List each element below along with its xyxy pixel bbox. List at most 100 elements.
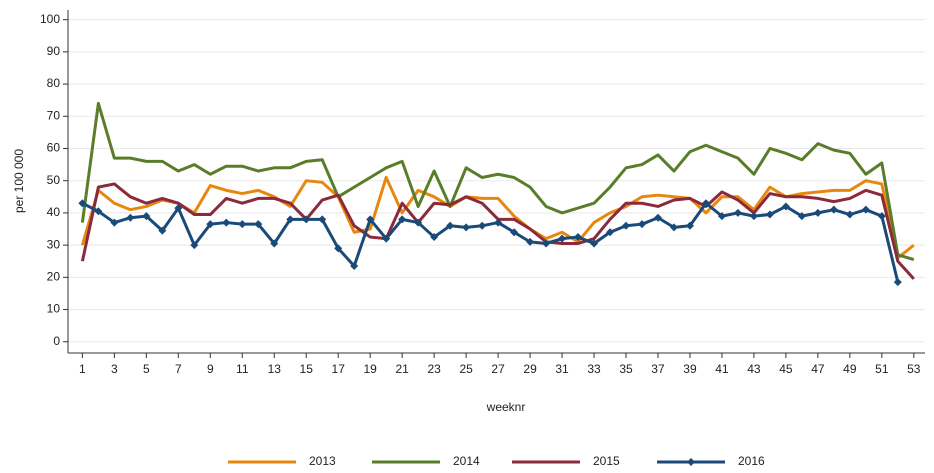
point-marker	[829, 205, 838, 214]
legend-marker	[687, 458, 695, 466]
series-line	[80, 101, 915, 262]
point-marker	[733, 208, 742, 217]
point-marker	[653, 213, 662, 222]
point-marker	[845, 210, 854, 219]
y-tick-label: 100	[40, 12, 60, 26]
x-tick-label: 13	[268, 362, 282, 376]
point-marker	[398, 215, 407, 224]
x-tick-label: 29	[523, 362, 537, 376]
x-tick-label: 1	[79, 362, 86, 376]
point-marker	[574, 233, 583, 242]
y-tick-label: 20	[47, 269, 61, 283]
x-tick-label: 17	[332, 362, 346, 376]
point-marker	[462, 223, 471, 232]
point-marker	[78, 199, 87, 208]
x-tick-label: 35	[619, 362, 633, 376]
point-marker	[590, 239, 599, 248]
point-marker	[797, 212, 806, 221]
x-axis-label: weeknr	[486, 400, 526, 414]
y-axis-label: per 100 000	[12, 149, 26, 213]
point-marker	[701, 199, 710, 208]
point-marker	[206, 220, 215, 229]
point-marker	[318, 215, 327, 224]
point-marker	[685, 221, 694, 230]
y-tick-label: 70	[47, 108, 61, 122]
x-tick-label: 37	[651, 362, 665, 376]
point-marker	[669, 223, 678, 232]
point-marker	[222, 218, 231, 227]
point-marker	[142, 212, 151, 221]
legend-label: 2016	[738, 454, 765, 468]
y-tick-label: 30	[47, 237, 61, 251]
x-tick-label: 7	[175, 362, 182, 376]
x-tick-label: 53	[907, 362, 921, 376]
y-tick-label: 60	[47, 141, 61, 155]
point-marker	[446, 221, 455, 230]
x-tick-label: 11	[236, 362, 249, 376]
point-marker	[717, 212, 726, 221]
y-tick-label: 10	[47, 302, 61, 316]
y-tick-label: 50	[47, 173, 61, 187]
point-marker	[606, 228, 615, 237]
point-marker	[893, 278, 902, 287]
point-marker	[174, 204, 183, 213]
x-tick-label: 15	[300, 362, 314, 376]
point-marker	[334, 244, 343, 253]
point-marker	[286, 215, 295, 224]
x-tick-label: 19	[364, 362, 378, 376]
point-marker	[302, 215, 311, 224]
x-tick-label: 25	[459, 362, 473, 376]
x-tick-label: 49	[843, 362, 857, 376]
x-tick-label: 3	[111, 362, 118, 376]
x-tick-label: 47	[811, 362, 825, 376]
x-tick-label: 39	[683, 362, 697, 376]
x-tick-label: 51	[875, 362, 889, 376]
point-marker	[861, 205, 870, 214]
point-marker	[238, 220, 247, 229]
point-marker	[637, 220, 646, 229]
point-marker	[877, 212, 886, 221]
point-marker	[94, 207, 103, 216]
point-marker	[781, 202, 790, 211]
series-line	[81, 201, 900, 283]
point-marker	[270, 239, 279, 248]
x-tick-label: 23	[427, 362, 441, 376]
point-marker	[350, 262, 359, 271]
point-marker	[158, 226, 167, 235]
point-marker	[765, 210, 774, 219]
point-marker	[190, 241, 199, 250]
point-marker	[510, 228, 519, 237]
point-marker	[110, 218, 119, 227]
point-marker	[749, 212, 758, 221]
x-tick-label: 31	[555, 362, 569, 376]
y-tick-label: 40	[47, 205, 61, 219]
point-marker	[558, 234, 567, 243]
y-tick-label: 90	[47, 44, 61, 58]
point-marker	[414, 218, 423, 227]
point-marker	[430, 233, 439, 242]
point-marker	[366, 215, 375, 224]
x-tick-label: 27	[491, 362, 505, 376]
x-tick-label: 33	[587, 362, 601, 376]
point-marker	[494, 218, 503, 227]
x-tick-label: 41	[715, 362, 729, 376]
point-marker	[382, 234, 391, 243]
point-marker	[526, 237, 535, 246]
legend-label: 2015	[593, 454, 620, 468]
x-tick-label: 5	[143, 362, 150, 376]
y-tick-label: 0	[53, 334, 60, 348]
point-marker	[813, 208, 822, 217]
point-marker	[622, 221, 631, 230]
y-tick-label: 80	[47, 76, 61, 90]
x-tick-label: 9	[207, 362, 214, 376]
point-marker	[542, 239, 551, 248]
point-marker	[478, 221, 487, 230]
point-marker	[126, 213, 135, 222]
x-tick-label: 45	[779, 362, 793, 376]
legend-label: 2013	[309, 454, 336, 468]
x-tick-label: 43	[747, 362, 761, 376]
legend-label: 2014	[453, 454, 480, 468]
point-marker	[254, 220, 263, 229]
x-tick-label: 21	[395, 362, 409, 376]
